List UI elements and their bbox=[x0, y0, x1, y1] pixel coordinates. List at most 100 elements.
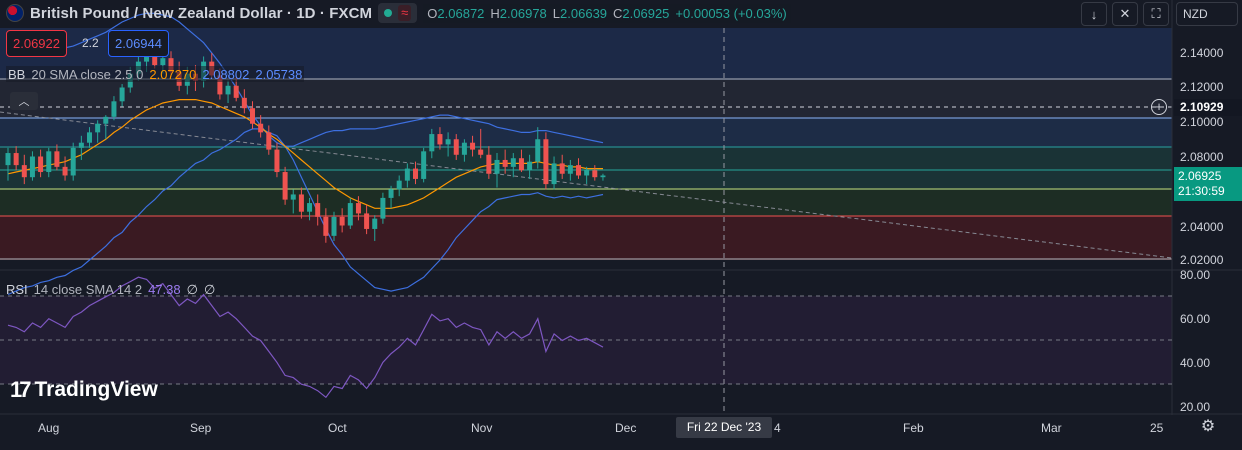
candle-body bbox=[429, 134, 435, 152]
open-label: O bbox=[427, 5, 438, 21]
price-tick: 2.08000 bbox=[1180, 150, 1224, 164]
add-alert-icon[interactable]: + bbox=[1151, 99, 1167, 115]
candle-body bbox=[339, 216, 345, 226]
candle-body bbox=[87, 132, 92, 143]
bb-name: BB bbox=[8, 66, 26, 82]
candle-body bbox=[355, 203, 361, 214]
candle-body bbox=[543, 139, 549, 185]
candle-body bbox=[144, 56, 150, 62]
candle-body bbox=[225, 85, 231, 95]
sell-button[interactable]: 2.06922 bbox=[6, 30, 67, 57]
candle-body bbox=[364, 213, 370, 229]
candle-body bbox=[437, 134, 443, 145]
candle-body bbox=[576, 165, 581, 176]
time-tick: Feb bbox=[903, 421, 924, 435]
toggle-compact-button[interactable]: ✕ bbox=[1112, 2, 1138, 26]
candle-body bbox=[233, 85, 239, 98]
candle-body bbox=[461, 142, 467, 155]
candle-body bbox=[274, 149, 280, 173]
time-tick: 4 bbox=[774, 421, 781, 435]
candle-body bbox=[396, 180, 402, 190]
candle-body bbox=[290, 194, 296, 200]
candle-body bbox=[21, 165, 27, 178]
price-tick: 2.14000 bbox=[1180, 46, 1224, 60]
rsi-legend[interactable]: RSI 14 close SMA 14 2 47.38 ∅ ∅ bbox=[6, 282, 215, 298]
rsi-ma-value: ∅ bbox=[186, 282, 198, 297]
horizontal-line-price-tag[interactable]: 2.10929 bbox=[1174, 99, 1242, 116]
bb-legend[interactable]: BB 20 SMA close 2.5 0 2.07270 2.08802 2.… bbox=[6, 66, 305, 82]
rsi-name: RSI bbox=[6, 282, 28, 297]
gbp-nzd-flag-icon bbox=[6, 4, 24, 22]
candle-body bbox=[584, 170, 590, 176]
candle-body bbox=[103, 116, 109, 124]
candle-body bbox=[445, 139, 451, 145]
candle-body bbox=[241, 97, 247, 109]
tradingview-logo[interactable]: 17 TradingView bbox=[10, 377, 158, 403]
candle-body bbox=[559, 163, 565, 174]
zone-green bbox=[0, 188, 1172, 216]
collapse-legend-button[interactable]: ︿ bbox=[10, 92, 38, 110]
candle-body bbox=[5, 153, 11, 166]
bb-lower-line bbox=[7, 128, 604, 296]
time-tick: Aug bbox=[38, 421, 60, 435]
currency-label: NZD bbox=[1183, 7, 1208, 21]
rsi-params: 14 close SMA 14 2 bbox=[33, 282, 143, 297]
zone-grey bbox=[0, 80, 1172, 118]
open-value: 2.06872 bbox=[437, 5, 485, 21]
currency-selector[interactable]: NZD bbox=[1176, 2, 1238, 26]
fullscreen-icon: ⛶ bbox=[1151, 6, 1161, 21]
candle-body bbox=[323, 216, 329, 236]
candle-body bbox=[168, 58, 174, 72]
candle-body bbox=[510, 158, 516, 167]
bb-params: 20 SMA close 2.5 0 bbox=[31, 66, 144, 82]
candle-body bbox=[29, 156, 35, 178]
logo-text: TradingView bbox=[34, 378, 158, 401]
bb-basis-value: 2.07270 bbox=[149, 66, 197, 82]
close-label: C bbox=[613, 5, 623, 21]
chevron-up-icon: ︿ bbox=[18, 96, 30, 108]
candle-body bbox=[282, 172, 288, 200]
candle-body bbox=[258, 123, 264, 133]
candle-body bbox=[453, 139, 459, 155]
scroll-to-realtime-button[interactable]: ↓ bbox=[1081, 2, 1107, 26]
candle-body bbox=[380, 197, 386, 219]
price-tick: 2.04000 bbox=[1180, 220, 1224, 234]
price-tick: 2.02000 bbox=[1180, 253, 1224, 267]
candle-body bbox=[13, 153, 19, 166]
candle-body bbox=[404, 168, 410, 181]
candle-body bbox=[152, 56, 158, 66]
bb-upper-value: 2.08802 bbox=[202, 66, 250, 82]
ohlc-values: O2.06872 H2.06978 L2.06639 C2.06925 +0.0… bbox=[423, 3, 791, 23]
candle-body bbox=[62, 166, 68, 176]
trend-line bbox=[0, 111, 1173, 259]
candle-body bbox=[592, 170, 598, 178]
candle-body bbox=[421, 151, 427, 179]
rsi-ma-value-2: ∅ bbox=[203, 282, 216, 297]
candle-body bbox=[78, 142, 84, 148]
gear-icon[interactable]: ⚙ bbox=[1200, 418, 1216, 435]
candle-body bbox=[298, 194, 304, 212]
candle-body bbox=[413, 168, 418, 179]
tradingview-mark-icon: 17 bbox=[10, 377, 32, 402]
candle-body bbox=[111, 101, 117, 117]
high-label: H bbox=[490, 5, 500, 21]
candle-body bbox=[217, 75, 223, 95]
price-tick: 2.10000 bbox=[1180, 115, 1224, 129]
last-price-value: 2.06925 bbox=[1178, 169, 1222, 183]
zone-red bbox=[0, 216, 1172, 260]
candle-body bbox=[600, 175, 606, 178]
chart-header: British Pound / New Zealand Dollar · 1D … bbox=[0, 0, 791, 26]
candle-body bbox=[372, 218, 378, 229]
time-tick: Mar bbox=[1041, 421, 1062, 435]
bb-upper-line bbox=[8, 12, 604, 147]
symbol-title[interactable]: British Pound / New Zealand Dollar · 1D … bbox=[30, 4, 373, 22]
arrow-down-icon: ↓ bbox=[1090, 6, 1098, 22]
buy-button[interactable]: 2.06944 bbox=[108, 30, 169, 57]
change-value: +0.00053 (+0.03%) bbox=[675, 5, 787, 21]
candle-body bbox=[494, 159, 500, 174]
fullscreen-button[interactable]: ⛶ bbox=[1143, 2, 1169, 26]
market-status-pill[interactable]: ≈ bbox=[378, 3, 418, 23]
low-value: 2.06639 bbox=[560, 5, 608, 21]
candle-body bbox=[315, 203, 321, 217]
